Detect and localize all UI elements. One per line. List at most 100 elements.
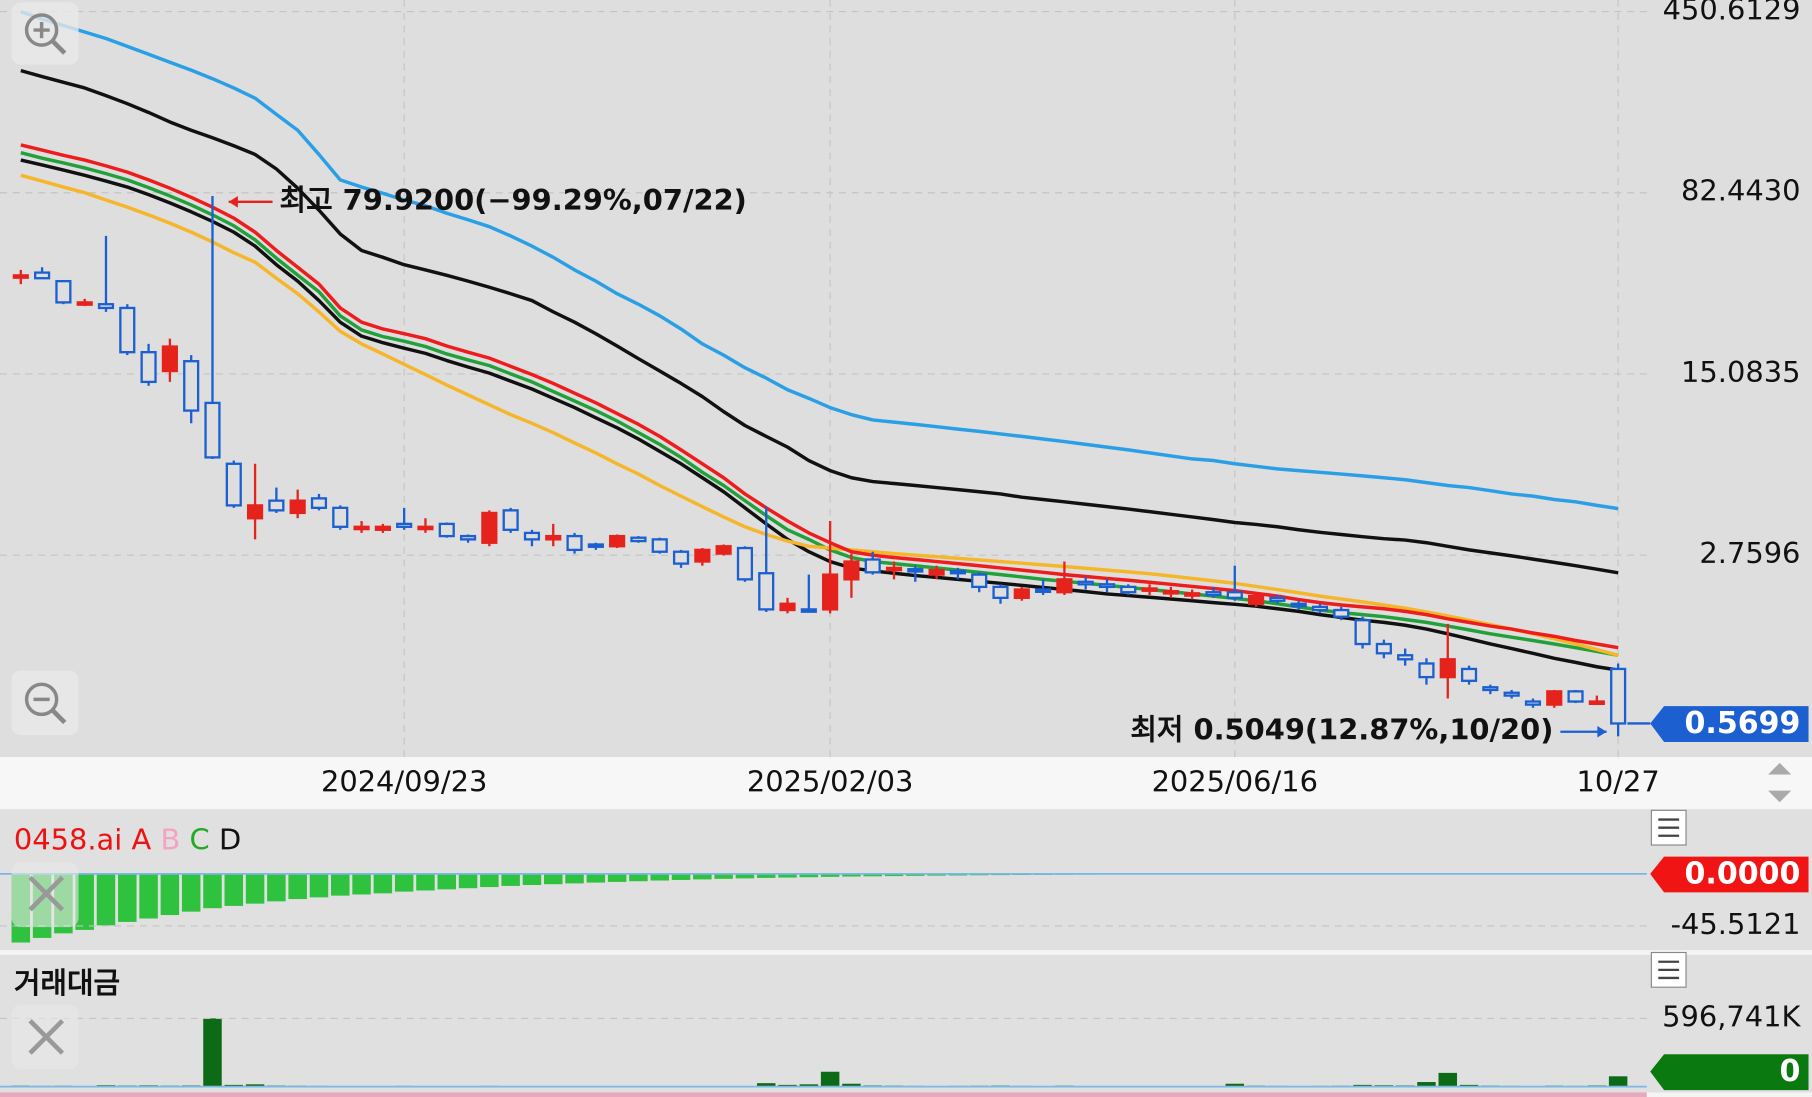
bar	[118, 873, 137, 922]
y-tick-label: 82.4430	[1681, 174, 1800, 208]
x-tick-label: 2025/02/03	[747, 765, 913, 799]
candle-body	[758, 572, 775, 611]
bar	[1225, 1083, 1245, 1087]
bar	[693, 873, 712, 880]
bar	[1417, 1082, 1436, 1087]
candle-body	[651, 538, 668, 553]
volume-menu-button[interactable]	[1650, 951, 1687, 988]
bar	[650, 873, 669, 881]
candle-body	[864, 558, 881, 574]
moving-average-line	[20, 10, 1619, 511]
bar	[735, 873, 755, 879]
bar	[245, 1084, 265, 1087]
moving-average-line	[20, 68, 1619, 575]
bar	[181, 873, 201, 912]
bar	[288, 873, 307, 900]
candle-body	[438, 522, 455, 538]
y-tick-label: 450.6129	[1663, 0, 1801, 27]
close-indicator-button[interactable]	[11, 862, 79, 928]
zoom-in-button[interactable]	[11, 2, 79, 65]
candle-body	[1226, 591, 1243, 599]
x-tick-label: 2025/06/16	[1152, 765, 1318, 799]
candle-body	[843, 560, 860, 581]
moving-average-line	[20, 173, 1619, 657]
bar	[756, 873, 776, 878]
candle-body	[971, 573, 988, 589]
candle-body	[1397, 654, 1414, 661]
candle-body	[1610, 667, 1627, 725]
candle-body	[1354, 619, 1371, 646]
bar	[842, 1083, 861, 1087]
bar	[373, 873, 393, 894]
bar	[458, 873, 478, 889]
bar	[820, 1071, 840, 1087]
high-arrow-head	[228, 196, 238, 208]
zero-badge-shape	[1650, 856, 1809, 893]
bar	[714, 873, 733, 879]
bar	[906, 873, 925, 876]
candle-body	[12, 274, 29, 279]
candle-body	[1269, 596, 1286, 602]
indicator-menu-button[interactable]	[1650, 809, 1687, 846]
candle-body	[1077, 580, 1094, 586]
bar	[756, 1083, 776, 1087]
bar	[842, 873, 861, 877]
bottom-edge	[0, 1092, 1647, 1097]
panel-gap	[0, 950, 1812, 955]
candle-body	[885, 566, 903, 572]
panel-title: 거래대금	[14, 966, 120, 1000]
candle-body	[1503, 691, 1520, 697]
candle-body	[268, 499, 285, 512]
candle-body	[310, 497, 328, 510]
y-tick-label: 2.7596	[1699, 536, 1800, 570]
candle-body	[119, 306, 136, 354]
candle-body	[587, 543, 604, 548]
candle-body	[523, 531, 541, 541]
bar	[309, 873, 329, 898]
candle-body	[1375, 642, 1392, 655]
candle-body	[289, 499, 306, 515]
candle-body	[1524, 700, 1542, 706]
candle-body	[502, 509, 519, 531]
candle-body	[396, 522, 413, 528]
bar	[203, 873, 222, 909]
bar	[480, 873, 499, 888]
bar	[1608, 1076, 1628, 1087]
candle-body	[907, 568, 924, 573]
candle-body	[246, 504, 264, 520]
candle-body	[332, 506, 349, 528]
candle-body	[715, 545, 732, 555]
bar	[352, 873, 371, 895]
bar	[416, 873, 435, 891]
bar	[75, 873, 94, 930]
candle-body	[55, 279, 72, 304]
low-arrow-head	[1597, 725, 1607, 738]
candle-body	[1184, 592, 1201, 597]
candle-body	[1290, 602, 1307, 608]
bar	[245, 873, 265, 904]
x-tick-label: 2024/09/23	[321, 765, 487, 799]
candle-body	[374, 525, 391, 531]
candle-body	[481, 511, 498, 544]
candle-body	[1205, 591, 1222, 597]
bar	[96, 873, 116, 926]
bar	[799, 1084, 819, 1087]
bar	[778, 873, 797, 878]
bar	[331, 873, 350, 896]
y-tick-label: 596,741K	[1662, 999, 1801, 1033]
candle-body	[76, 301, 93, 306]
bar	[565, 873, 584, 884]
candle-body	[1141, 587, 1158, 592]
scroll-arrows[interactable]	[1768, 762, 1792, 803]
x-tick-label: 10/27	[1577, 765, 1660, 799]
candle-body	[353, 525, 370, 531]
candle-body	[800, 608, 817, 613]
close-volume-button[interactable]	[11, 1004, 79, 1070]
low-annotation: 최저 0.5049(12.87%,10/20)	[1130, 713, 1553, 747]
candle-body	[672, 550, 690, 565]
last-price-badge-shape	[1650, 706, 1809, 742]
zoom-out-button[interactable]	[11, 670, 79, 736]
candle-body	[630, 536, 647, 543]
legend-entry: 0458.ai	[14, 823, 122, 857]
candle-body	[1567, 690, 1584, 703]
